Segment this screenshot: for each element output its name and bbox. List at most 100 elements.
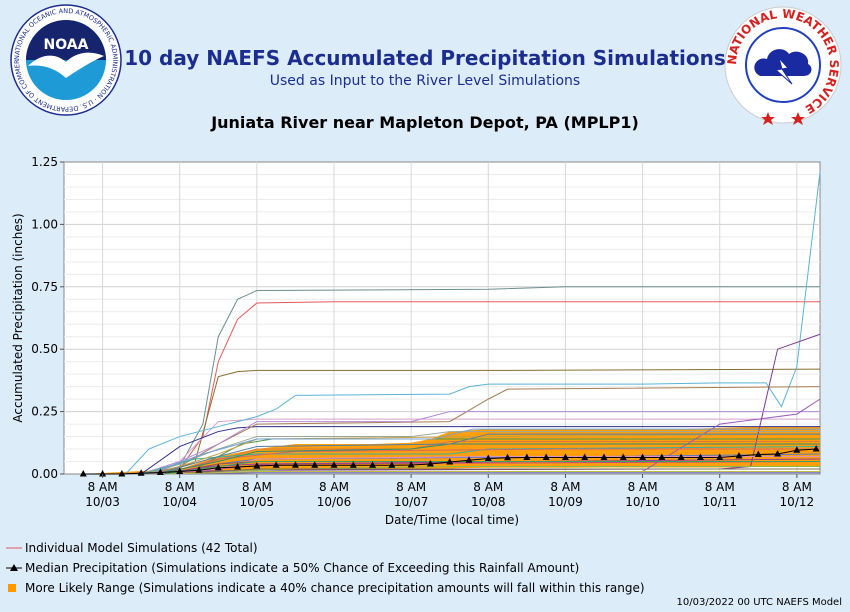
x-tick-label: 10/09 — [548, 495, 583, 509]
red-line-icon — [6, 547, 22, 549]
median-marker — [774, 450, 782, 457]
median-marker — [176, 467, 184, 475]
median-marker — [812, 445, 820, 452]
median-marker — [619, 453, 627, 461]
median-marker — [369, 461, 377, 468]
legend-item-individual: Individual Model Simulations (42 Total) — [6, 538, 645, 558]
noaa-logo: NATIONAL OCEANIC AND ATMOSPHERIC ADMINIS… — [10, 4, 122, 116]
median-marker — [523, 453, 531, 461]
median-marker — [696, 453, 704, 461]
chart-title: Juniata River near Mapleton Depot, PA (M… — [211, 113, 639, 132]
x-tick-label: 8 AM — [628, 480, 658, 494]
simulation-line — [148, 431, 820, 475]
simulation-line — [164, 448, 820, 475]
simulation-line — [148, 386, 821, 475]
x-tick-label: 10/10 — [625, 495, 660, 509]
x-tick-label: 10/11 — [702, 495, 737, 509]
legend-item-range: More Likely Range (Simulations indicate … — [6, 578, 645, 598]
star-icon — [761, 112, 775, 125]
median-marker — [156, 468, 164, 476]
y-tick-label: 0.00 — [31, 467, 58, 481]
median-marker — [195, 466, 203, 473]
median-marker — [99, 470, 107, 477]
median-marker — [716, 453, 724, 461]
orange-square-icon — [8, 584, 16, 592]
median-marker — [214, 463, 222, 471]
legend: Individual Model Simulations (42 Total) … — [6, 538, 645, 598]
simulation-line — [140, 426, 820, 475]
individual-simulations — [117, 171, 821, 475]
legend-individual-label: Individual Model Simulations (42 Total) — [25, 541, 258, 555]
median-marker — [561, 453, 569, 461]
median-marker — [234, 463, 242, 470]
x-tick-label: 8 AM — [319, 480, 349, 494]
median-marker — [311, 461, 319, 468]
x-tick-label: 8 AM — [88, 480, 118, 494]
x-tick-label: 8 AM — [165, 480, 195, 494]
median-marker — [600, 453, 608, 461]
page-title: 10 day NAEFS Accumulated Precipitation S… — [124, 46, 726, 70]
x-axis-label: Date/Time (local time) — [385, 513, 519, 527]
x-tick-label: 8 AM — [473, 480, 503, 494]
median-marker — [465, 456, 473, 463]
median-marker — [349, 461, 357, 468]
median-marker — [677, 453, 685, 461]
y-axis-ticks: 0.00 0.25 0.50 0.75 1.00 1.25 — [31, 155, 64, 481]
y-axis-label: Accumulated Precipitation (inches) — [11, 213, 25, 422]
simulation-line — [141, 446, 821, 475]
median-marker — [388, 461, 396, 468]
median-line — [79, 445, 820, 477]
simulation-line — [148, 428, 820, 475]
legend-item-median: Median Precipitation (Simulations indica… — [6, 558, 645, 578]
x-tick-label: 10/06 — [317, 495, 352, 509]
median-marker — [793, 446, 801, 453]
y-tick-label: 1.25 — [31, 155, 58, 169]
median-marker — [272, 461, 280, 468]
median-marker — [426, 460, 434, 467]
median-marker — [291, 461, 299, 468]
x-tick-label: 8 AM — [396, 480, 426, 494]
x-tick-label: 8 AM — [242, 480, 272, 494]
median-marker — [407, 461, 415, 468]
simulation-line — [156, 433, 820, 475]
noaa-logo-text: NOAA — [44, 37, 89, 53]
simulation-line — [156, 443, 820, 475]
median-marker — [330, 461, 338, 468]
simulation-line — [156, 286, 820, 475]
median-marker — [658, 453, 666, 461]
median-marker — [446, 458, 454, 465]
median-marker — [484, 454, 492, 462]
median-marker — [735, 452, 743, 459]
median-marker — [754, 450, 762, 458]
median-marker — [542, 453, 550, 461]
simulation-line — [156, 301, 820, 475]
x-tick-label: 8 AM — [705, 480, 735, 494]
x-tick-label: 10/05 — [240, 495, 275, 509]
median-marker — [504, 453, 512, 461]
x-tick-label: 10/04 — [162, 495, 197, 509]
x-tick-label: 10/12 — [780, 495, 815, 509]
y-tick-label: 0.75 — [31, 280, 58, 294]
x-tick-label: 8 AM — [550, 480, 580, 494]
median-marker — [137, 469, 145, 476]
model-run-footer: 10/03/2022 00 UTC NAEFS Model — [676, 597, 843, 608]
legend-median-label: Median Precipitation (Simulations indica… — [25, 561, 580, 575]
y-tick-label: 0.25 — [31, 405, 58, 419]
median-marker — [118, 470, 126, 477]
median-marker — [79, 470, 87, 477]
y-tick-label: 0.50 — [31, 342, 58, 356]
simulation-line — [140, 411, 820, 475]
x-tick-label: 10/07 — [394, 495, 429, 509]
x-tick-label: 8 AM — [782, 480, 812, 494]
triangle-marker-icon — [6, 564, 22, 571]
x-tick-label: 10/08 — [471, 495, 506, 509]
plot-area — [63, 161, 821, 475]
x-tick-label: 10/03 — [85, 495, 120, 509]
median-marker — [581, 453, 589, 461]
star-icon — [791, 112, 805, 125]
simulation-line — [164, 468, 820, 475]
legend-range-label: More Likely Range (Simulations indicate … — [25, 581, 645, 595]
